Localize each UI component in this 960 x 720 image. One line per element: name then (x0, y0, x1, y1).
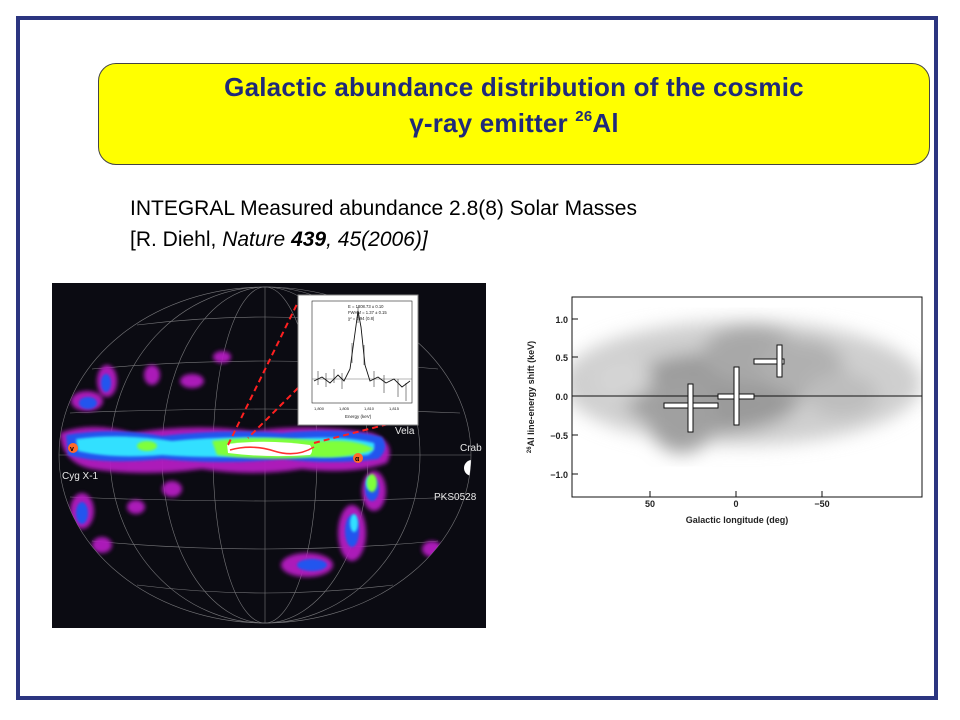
sky-map-figure: v α Cyg X-1 Vela Crab PKS0528 E = 1808.7… (52, 283, 486, 628)
label-vela: Vela (395, 426, 415, 437)
xtick-3: −50 (814, 499, 829, 509)
reference-text: [R. Diehl, Nature 439, 45(2006)] (130, 228, 428, 252)
inset-xtick-3: 1,810 (364, 406, 375, 411)
ytick-3: 0.0 (555, 392, 568, 402)
plot-frame (571, 296, 923, 498)
xtick-1: 50 (645, 499, 655, 509)
title-isotope-mass: 26 (575, 108, 593, 125)
y-axis-label: Al line-energy shift (keV) (526, 341, 536, 447)
title-element: Al (592, 108, 619, 138)
crab-hotspot (464, 460, 471, 476)
ref-rest: , 45(2006)] (326, 228, 428, 251)
title-box: Galactic abundance distribution of the c… (98, 63, 930, 165)
ytick-5: −1.0 (550, 470, 568, 480)
cross-2 (717, 366, 755, 426)
xtick-2: 0 (733, 499, 738, 509)
label-cyg-x1: Cyg X-1 (62, 471, 99, 482)
ref-journal: Nature (222, 228, 286, 251)
title-line-2: γ-ray emitter 26Al (99, 108, 929, 139)
inset-text-1: E = 1808.73 ± 0.10 (348, 304, 384, 309)
ytick-4: −0.5 (550, 431, 568, 441)
ref-open: [R. Diehl, (130, 228, 223, 251)
ref-volume: 439 (291, 228, 327, 251)
cross-3 (753, 344, 785, 378)
svg-text:26Al line-energy shift (keV): 26Al line-energy shift (keV) (526, 341, 536, 453)
inset-text-2: FWHM = 1.37 ± 0.15 (348, 310, 387, 315)
spectrum-inset: E = 1808.73 ± 0.10 FWHM = 1.37 ± 0.15 χ²… (297, 294, 419, 426)
y-axis-label-group: 26Al line-energy shift (keV) (526, 341, 536, 453)
y-axis-label-sup: 26 (527, 446, 533, 453)
inset-xtick-2: 1,805 (339, 406, 350, 411)
label-pks0528: PKS0528 (434, 492, 477, 503)
label-crab: Crab (460, 443, 482, 454)
inset-xlabel: Energy (keV) (345, 414, 372, 419)
inset-xtick-1: 1,800 (314, 406, 325, 411)
source-markers: v α (68, 443, 363, 463)
marker-v: v (70, 446, 74, 453)
marker-alpha: α (355, 456, 360, 463)
inset-xtick-4: 1,815 (389, 406, 400, 411)
inset-text-3: χ² = 0.94 (0.8) (348, 316, 375, 321)
sky-map-svg: v α Cyg X-1 Vela Crab PKS0528 E = 1808.7… (52, 283, 486, 628)
energy-shift-svg: 1.0 0.5 0.0 −0.5 −1.0 50 0 −50 Galactic … (512, 283, 926, 530)
measurement-crosses (663, 344, 785, 433)
y-ticks (572, 318, 578, 475)
title-line-1: Galactic abundance distribution of the c… (224, 72, 804, 102)
slide-frame (16, 16, 938, 700)
energy-shift-figure: 1.0 0.5 0.0 −0.5 −1.0 50 0 −50 Galactic … (512, 283, 926, 530)
x-ticks (649, 491, 823, 497)
ytick-2: 0.5 (555, 353, 568, 363)
measurement-text: INTEGRAL Measured abundance 2.8(8) Solar… (130, 197, 637, 220)
cross-1 (663, 383, 719, 433)
ytick-1: 1.0 (555, 315, 568, 325)
title-prefix: γ-ray emitter (409, 108, 576, 138)
x-axis-label: Galactic longitude (deg) (686, 515, 789, 525)
